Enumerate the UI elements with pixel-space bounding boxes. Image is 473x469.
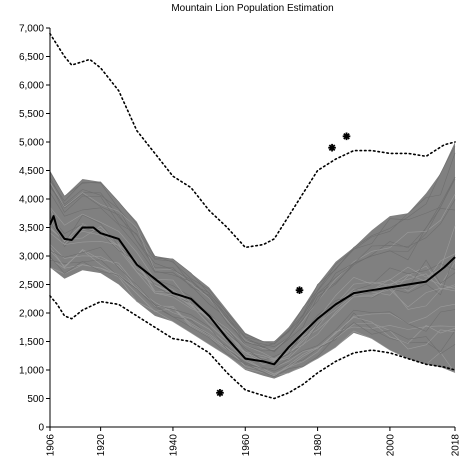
x-tick-label: 1960 xyxy=(241,434,252,457)
x-tick-label: 1920 xyxy=(96,434,107,457)
simulation-strand xyxy=(49,177,456,348)
simulation-strand xyxy=(49,178,456,353)
line-layer xyxy=(49,32,456,400)
x-tick-label: 1940 xyxy=(168,434,179,457)
median-estimate-line xyxy=(49,215,456,366)
y-tick-label: 1,500 xyxy=(19,337,44,348)
simulation-strand xyxy=(49,152,456,342)
confidence-bound-line-2 xyxy=(49,32,456,249)
y-tick-label: 2,500 xyxy=(19,280,44,291)
y-tick-label: 5,000 xyxy=(19,138,44,149)
y-tick-label: 6,000 xyxy=(19,81,44,92)
y-tick-label: 7,000 xyxy=(19,24,44,35)
y-tick-label: 3,000 xyxy=(19,252,44,263)
observed-count-point xyxy=(328,143,336,152)
simulation-strand xyxy=(49,256,456,378)
point-layer xyxy=(216,132,351,397)
x-tick-label: 2018 xyxy=(451,434,462,457)
confidence-bound-line-3 xyxy=(49,295,456,400)
simulation-strand xyxy=(49,246,456,370)
y-tick-label: 5,500 xyxy=(19,109,44,120)
simulation-band-area xyxy=(50,142,455,379)
y-tick-label: 6,500 xyxy=(19,52,44,63)
observed-count-point xyxy=(216,389,224,397)
simulation-strand xyxy=(49,223,456,361)
y-tick-label: 0 xyxy=(38,423,44,434)
y-tick-label: 1,000 xyxy=(19,366,44,377)
observed-count-point xyxy=(295,286,304,294)
simulation-strand xyxy=(49,208,456,360)
x-tick-label: 1906 xyxy=(46,434,57,457)
observed-count-point xyxy=(342,132,351,141)
simulation-strand xyxy=(49,183,456,352)
simulation-strand xyxy=(49,207,456,360)
y-tick-label: 2,000 xyxy=(19,309,44,320)
x-tick-label: 1980 xyxy=(313,434,324,457)
x-tick-label: 2000 xyxy=(385,434,396,457)
simulation-strand xyxy=(49,259,456,372)
y-tick-label: 3,500 xyxy=(19,223,44,234)
y-tick-label: 4,000 xyxy=(19,195,44,206)
y-tick-label: 4,500 xyxy=(19,166,44,177)
simulation-strand xyxy=(49,182,456,350)
y-tick-label: 500 xyxy=(27,394,44,405)
chart-title: Mountain Lion Population Estimation xyxy=(171,3,334,14)
simulation-band-layer xyxy=(49,142,456,379)
axes-layer: 0 500 1,000 1,500 2,000 2,500 3,000 3,500 4,000 4… xyxy=(19,24,462,457)
